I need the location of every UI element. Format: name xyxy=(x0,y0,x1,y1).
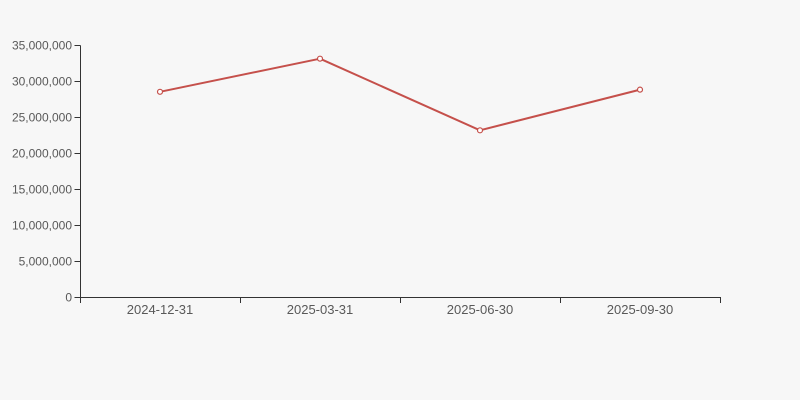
data-point-marker xyxy=(636,86,644,93)
x-tick-label: 2024-12-31 xyxy=(127,302,194,317)
data-point-marker xyxy=(156,88,164,95)
y-tick-label: 20,000,000 xyxy=(12,147,72,161)
y-tick-label: 15,000,000 xyxy=(12,183,72,197)
y-tick-label: 10,000,000 xyxy=(12,219,72,233)
y-tick-label: 30,000,000 xyxy=(12,75,72,89)
x-tick-label: 2025-06-30 xyxy=(447,302,514,317)
data-line xyxy=(159,57,641,132)
y-tick-label: 25,000,000 xyxy=(12,111,72,125)
data-point-marker xyxy=(476,127,484,134)
x-tick-label: 2025-03-31 xyxy=(287,302,354,317)
data-point-marker xyxy=(316,55,324,62)
y-tick-label: 5,000,000 xyxy=(19,255,73,269)
y-tick-label: 0 xyxy=(65,291,72,305)
y-tick-label: 35,000,000 xyxy=(12,39,72,53)
x-tick-label: 2025-09-30 xyxy=(607,302,674,317)
